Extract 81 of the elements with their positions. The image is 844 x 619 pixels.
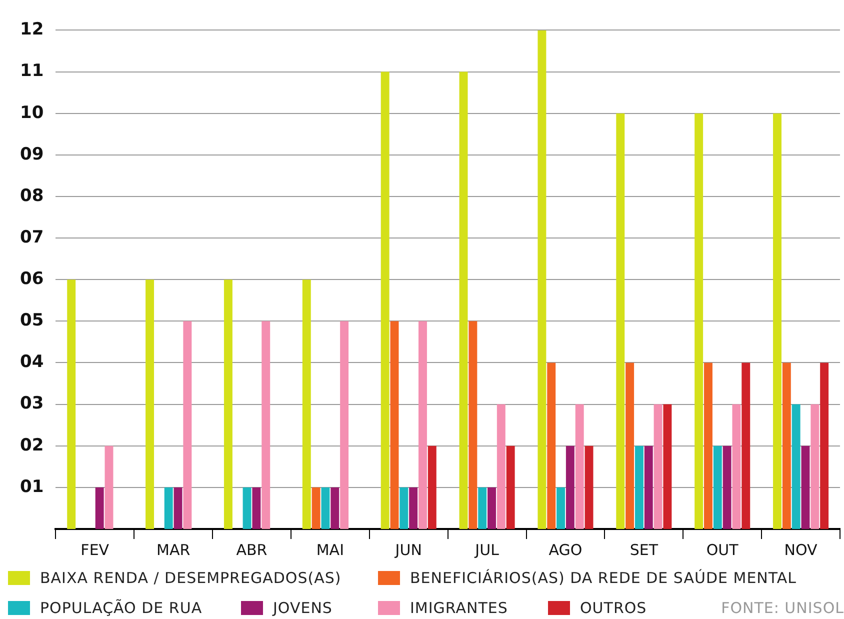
y-tick-label: 02 bbox=[20, 435, 44, 456]
bar bbox=[174, 487, 182, 529]
y-tick-label: 08 bbox=[20, 186, 44, 206]
bar bbox=[183, 321, 192, 529]
x-tick-label: AGO bbox=[548, 540, 582, 559]
bar bbox=[782, 362, 791, 529]
x-tick-label: JUN bbox=[394, 540, 422, 559]
bar bbox=[146, 280, 154, 529]
x-tick-label: JUL bbox=[474, 540, 500, 559]
bar bbox=[380, 72, 390, 529]
x-tick-label: MAR bbox=[156, 540, 190, 559]
legend-label: BENEFICIÁRIOS(AS) DA REDE DE SAÚDE MENTAL bbox=[410, 569, 797, 587]
bar bbox=[556, 487, 566, 529]
x-tick-label: FEV bbox=[80, 540, 110, 559]
bar bbox=[400, 487, 408, 529]
bar bbox=[575, 404, 584, 529]
bar bbox=[252, 487, 261, 529]
legend-label: OUTROS bbox=[580, 599, 647, 617]
y-tick-label: 04 bbox=[20, 352, 44, 372]
bar bbox=[626, 362, 634, 529]
bar bbox=[663, 404, 672, 529]
x-tick-label: OUT bbox=[706, 540, 740, 559]
y-tick-label: 11 bbox=[20, 61, 44, 82]
bar bbox=[584, 446, 594, 529]
bar bbox=[566, 446, 574, 529]
bar bbox=[428, 446, 436, 529]
bar bbox=[478, 487, 487, 529]
bar bbox=[742, 362, 750, 529]
bar bbox=[773, 113, 782, 529]
bar bbox=[654, 404, 662, 529]
x-tick-label: NOV bbox=[784, 540, 818, 559]
y-tick-label: 09 bbox=[20, 144, 44, 164]
x-tick-label: SET bbox=[630, 540, 659, 559]
bar bbox=[732, 404, 741, 529]
bar bbox=[810, 404, 820, 529]
bar bbox=[722, 446, 732, 529]
bar bbox=[95, 487, 104, 529]
bar bbox=[330, 487, 340, 529]
bar bbox=[801, 446, 810, 529]
bar bbox=[340, 321, 349, 529]
bar bbox=[321, 487, 330, 529]
legend-label: BAIXA RENDA / DESEMPREGADOS(AS) bbox=[40, 569, 342, 587]
bar bbox=[242, 487, 252, 529]
bar bbox=[459, 72, 468, 529]
legend-label: IMIGRANTES bbox=[410, 599, 508, 617]
bar bbox=[792, 404, 800, 529]
y-tick-label: 01 bbox=[20, 476, 44, 497]
bar bbox=[694, 113, 704, 529]
bar bbox=[488, 487, 496, 529]
bar bbox=[409, 487, 418, 529]
bar bbox=[104, 446, 114, 529]
bar bbox=[496, 404, 506, 529]
bar bbox=[468, 321, 478, 529]
bar bbox=[312, 487, 320, 529]
bar bbox=[302, 280, 311, 529]
bar bbox=[634, 446, 644, 529]
bar bbox=[262, 321, 270, 529]
x-tick-label: ABR bbox=[236, 540, 268, 559]
bar bbox=[418, 321, 427, 529]
bar bbox=[713, 446, 722, 529]
bar bbox=[547, 362, 556, 529]
bar bbox=[616, 113, 625, 529]
bar bbox=[390, 321, 399, 529]
bar bbox=[67, 280, 76, 529]
bar bbox=[820, 362, 829, 529]
legend-label: JOVENS bbox=[273, 599, 332, 617]
y-tick-label: 10 bbox=[20, 102, 44, 123]
y-tick-label: 12 bbox=[20, 20, 44, 40]
bar bbox=[538, 30, 546, 529]
y-tick-label: 06 bbox=[20, 269, 44, 290]
y-tick-label: 05 bbox=[20, 310, 44, 331]
x-tick-label: MAI bbox=[316, 540, 344, 559]
bar bbox=[644, 446, 653, 529]
bar bbox=[506, 446, 515, 529]
bar bbox=[164, 487, 173, 529]
bar bbox=[224, 280, 232, 529]
y-tick-label: 07 bbox=[20, 227, 44, 248]
legend-label: POPULAÇÃO DE RUA bbox=[40, 599, 202, 617]
bar bbox=[704, 362, 712, 529]
y-tick-label: 03 bbox=[20, 394, 44, 414]
source-note: FONTE: UNISOL bbox=[721, 599, 844, 617]
